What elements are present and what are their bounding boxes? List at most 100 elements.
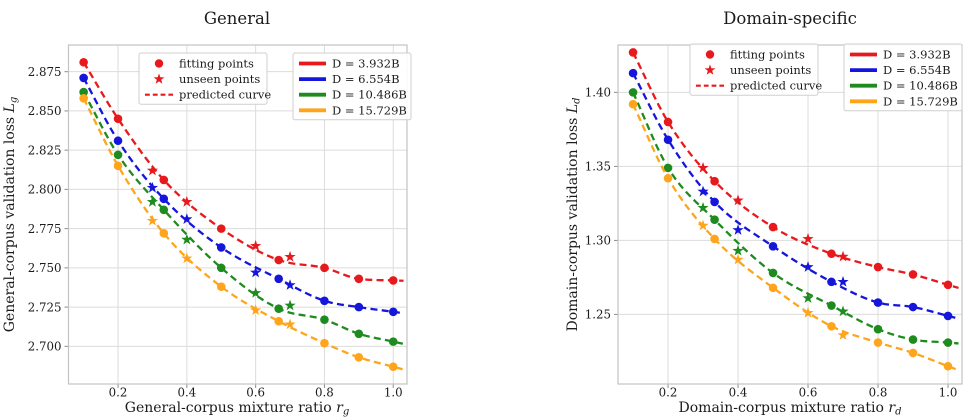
unseen-point [284,250,296,262]
fitting-point [216,282,226,291]
fitting-point [827,321,836,331]
fitting-point [79,57,88,67]
fitting-point [216,263,226,273]
unseen-point [697,185,709,197]
unseen-point [181,213,193,224]
fitting-point [943,361,953,371]
unseen-point [837,275,849,287]
legend-item-label: D = 6.554B [883,63,951,77]
unseen-point [250,304,262,316]
legend-item-label: unseen points [179,72,260,86]
fitting-point [710,197,719,207]
fitting-point [628,88,638,97]
legend-item-label: D = 10.486B [332,88,407,102]
x-axis-label: General-corpus mixture ratio rg [125,400,349,418]
fitting-point [827,277,836,287]
unseen-point [732,224,744,235]
legend-item-label: predicted curve [179,88,271,102]
fitting-point [388,276,398,285]
x-tick-label: 0.2 [109,386,128,400]
fitting-point [79,87,88,97]
unseen-point [146,214,159,226]
legend-marker-star-icon [704,64,716,75]
y-tick-label: 1.40 [585,86,611,100]
unseen-point [250,287,262,298]
fitting-point [908,302,918,312]
fitting-point [873,298,883,307]
fitting-point [113,136,123,146]
plot-title: Domain-specific [723,9,857,28]
y-tick-label: 2.850 [28,104,62,118]
predicted-curve [82,91,404,346]
y-tick-label: 2.875 [28,65,62,79]
x-tick-label: 0.4 [729,386,748,400]
fitting-point [159,175,169,185]
unseen-point [284,318,296,330]
predicted-curve [632,51,959,290]
fitting-point [388,362,398,372]
unseen-point [802,292,814,303]
fitting-point [663,173,673,183]
legend-item-label: D = 15.729B [883,94,958,108]
fitting-point [159,194,169,204]
fitting-point [827,301,836,310]
fitting-point [908,348,918,358]
fitting-point [768,283,778,293]
y-tick-label: 1.25 [585,308,611,322]
fitting-point [768,222,778,232]
fitting-point [274,316,283,326]
fitting-point [873,262,883,272]
y-axis-label: Domain-corpus validation loss Ld [565,97,583,331]
fitting-point [827,249,836,259]
fitting-point [663,163,673,173]
fitting-point [908,270,918,279]
unseen-point [802,307,814,318]
y-axis-label: General-corpus validation loss Lg [2,97,20,333]
x-tick-label: 1.0 [384,386,403,400]
fitting-point [943,280,953,290]
fitting-point [663,135,673,145]
fitting-point [710,176,719,186]
fitting-point [113,150,123,160]
fitting-point [79,73,88,83]
fitting-point [628,68,638,78]
unseen-point [837,329,849,340]
fitting-point [216,224,226,233]
x-tick-label: 0.8 [315,386,334,400]
fitting-point [710,215,719,224]
fitting-point [113,161,123,171]
y-tick-label: 2.725 [28,300,62,314]
fitting-point [320,296,329,306]
fitting-point [873,338,883,347]
legend-item-label: fitting points [730,48,805,62]
x-tick-label: 1.0 [939,386,958,400]
unseen-point [732,244,744,256]
fitting-point [274,255,283,265]
unseen-point [697,201,709,213]
fitting-point [159,229,169,238]
fitting-point [79,94,88,103]
legend-marker-circle-icon [705,50,715,59]
fitting-point [320,263,329,273]
fitting-point [354,353,364,362]
unseen-point [802,233,814,244]
legend-item-label: D = 10.486B [883,79,958,93]
predicted-curve [632,91,959,345]
legend-item-label: predicted curve [730,79,822,93]
fitting-point [628,99,638,109]
legend-box [689,43,819,96]
fitting-point [768,268,778,278]
legend-item-label: D = 3.932B [883,48,951,62]
fitting-point [663,117,673,127]
predicted-curve [82,77,404,315]
fitting-point [113,114,123,124]
x-tick-label: 0.2 [659,386,678,400]
unseen-point [697,161,709,173]
y-tick-label: 2.825 [28,143,62,157]
legend-box [843,43,963,112]
fitting-point [274,274,283,284]
x-tick-label: 0.4 [177,386,196,400]
unseen-point [697,219,709,231]
legend-item-label: D = 3.932B [332,57,400,71]
unseen-point [284,299,296,311]
